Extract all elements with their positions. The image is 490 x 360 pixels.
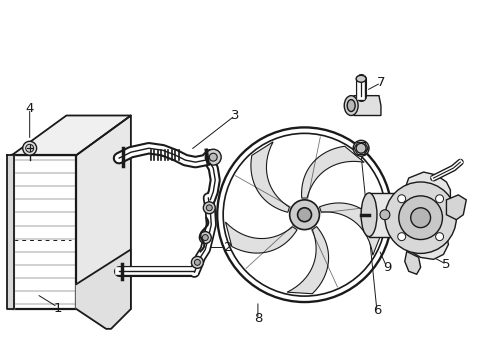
Circle shape — [436, 195, 443, 203]
Circle shape — [203, 202, 215, 214]
Polygon shape — [301, 146, 364, 198]
Text: 3: 3 — [231, 109, 239, 122]
Text: 4: 4 — [25, 102, 34, 115]
Polygon shape — [76, 249, 131, 329]
Ellipse shape — [344, 96, 358, 116]
Circle shape — [202, 235, 208, 240]
Polygon shape — [405, 251, 420, 274]
Circle shape — [385, 182, 456, 253]
Polygon shape — [76, 116, 131, 309]
Polygon shape — [251, 142, 290, 212]
Ellipse shape — [347, 100, 355, 112]
Text: 8: 8 — [254, 312, 262, 325]
Circle shape — [195, 260, 200, 265]
Circle shape — [199, 231, 211, 243]
Circle shape — [192, 256, 203, 268]
Circle shape — [25, 144, 34, 152]
Polygon shape — [319, 203, 382, 255]
Text: 6: 6 — [373, 305, 381, 318]
Bar — [369, 193, 401, 237]
Circle shape — [206, 205, 212, 211]
Polygon shape — [446, 195, 466, 220]
Polygon shape — [287, 226, 329, 294]
Ellipse shape — [393, 193, 409, 237]
Text: 2: 2 — [224, 241, 232, 254]
Polygon shape — [225, 222, 297, 253]
Circle shape — [209, 153, 217, 161]
Text: 1: 1 — [53, 302, 62, 315]
Circle shape — [23, 141, 37, 155]
Polygon shape — [404, 172, 450, 260]
Circle shape — [353, 140, 369, 156]
Text: 9: 9 — [383, 261, 391, 274]
Circle shape — [297, 208, 312, 222]
Circle shape — [436, 233, 443, 240]
Polygon shape — [12, 116, 131, 155]
Ellipse shape — [356, 75, 366, 82]
Circle shape — [399, 196, 442, 239]
Circle shape — [356, 143, 366, 153]
Circle shape — [380, 210, 390, 220]
Polygon shape — [7, 155, 14, 309]
Text: 5: 5 — [442, 258, 451, 271]
Circle shape — [205, 149, 221, 165]
Polygon shape — [352, 96, 381, 116]
Text: 7: 7 — [377, 76, 385, 89]
Circle shape — [290, 200, 319, 230]
Circle shape — [411, 208, 431, 228]
Ellipse shape — [361, 193, 377, 237]
Circle shape — [398, 195, 406, 203]
Circle shape — [398, 233, 406, 240]
